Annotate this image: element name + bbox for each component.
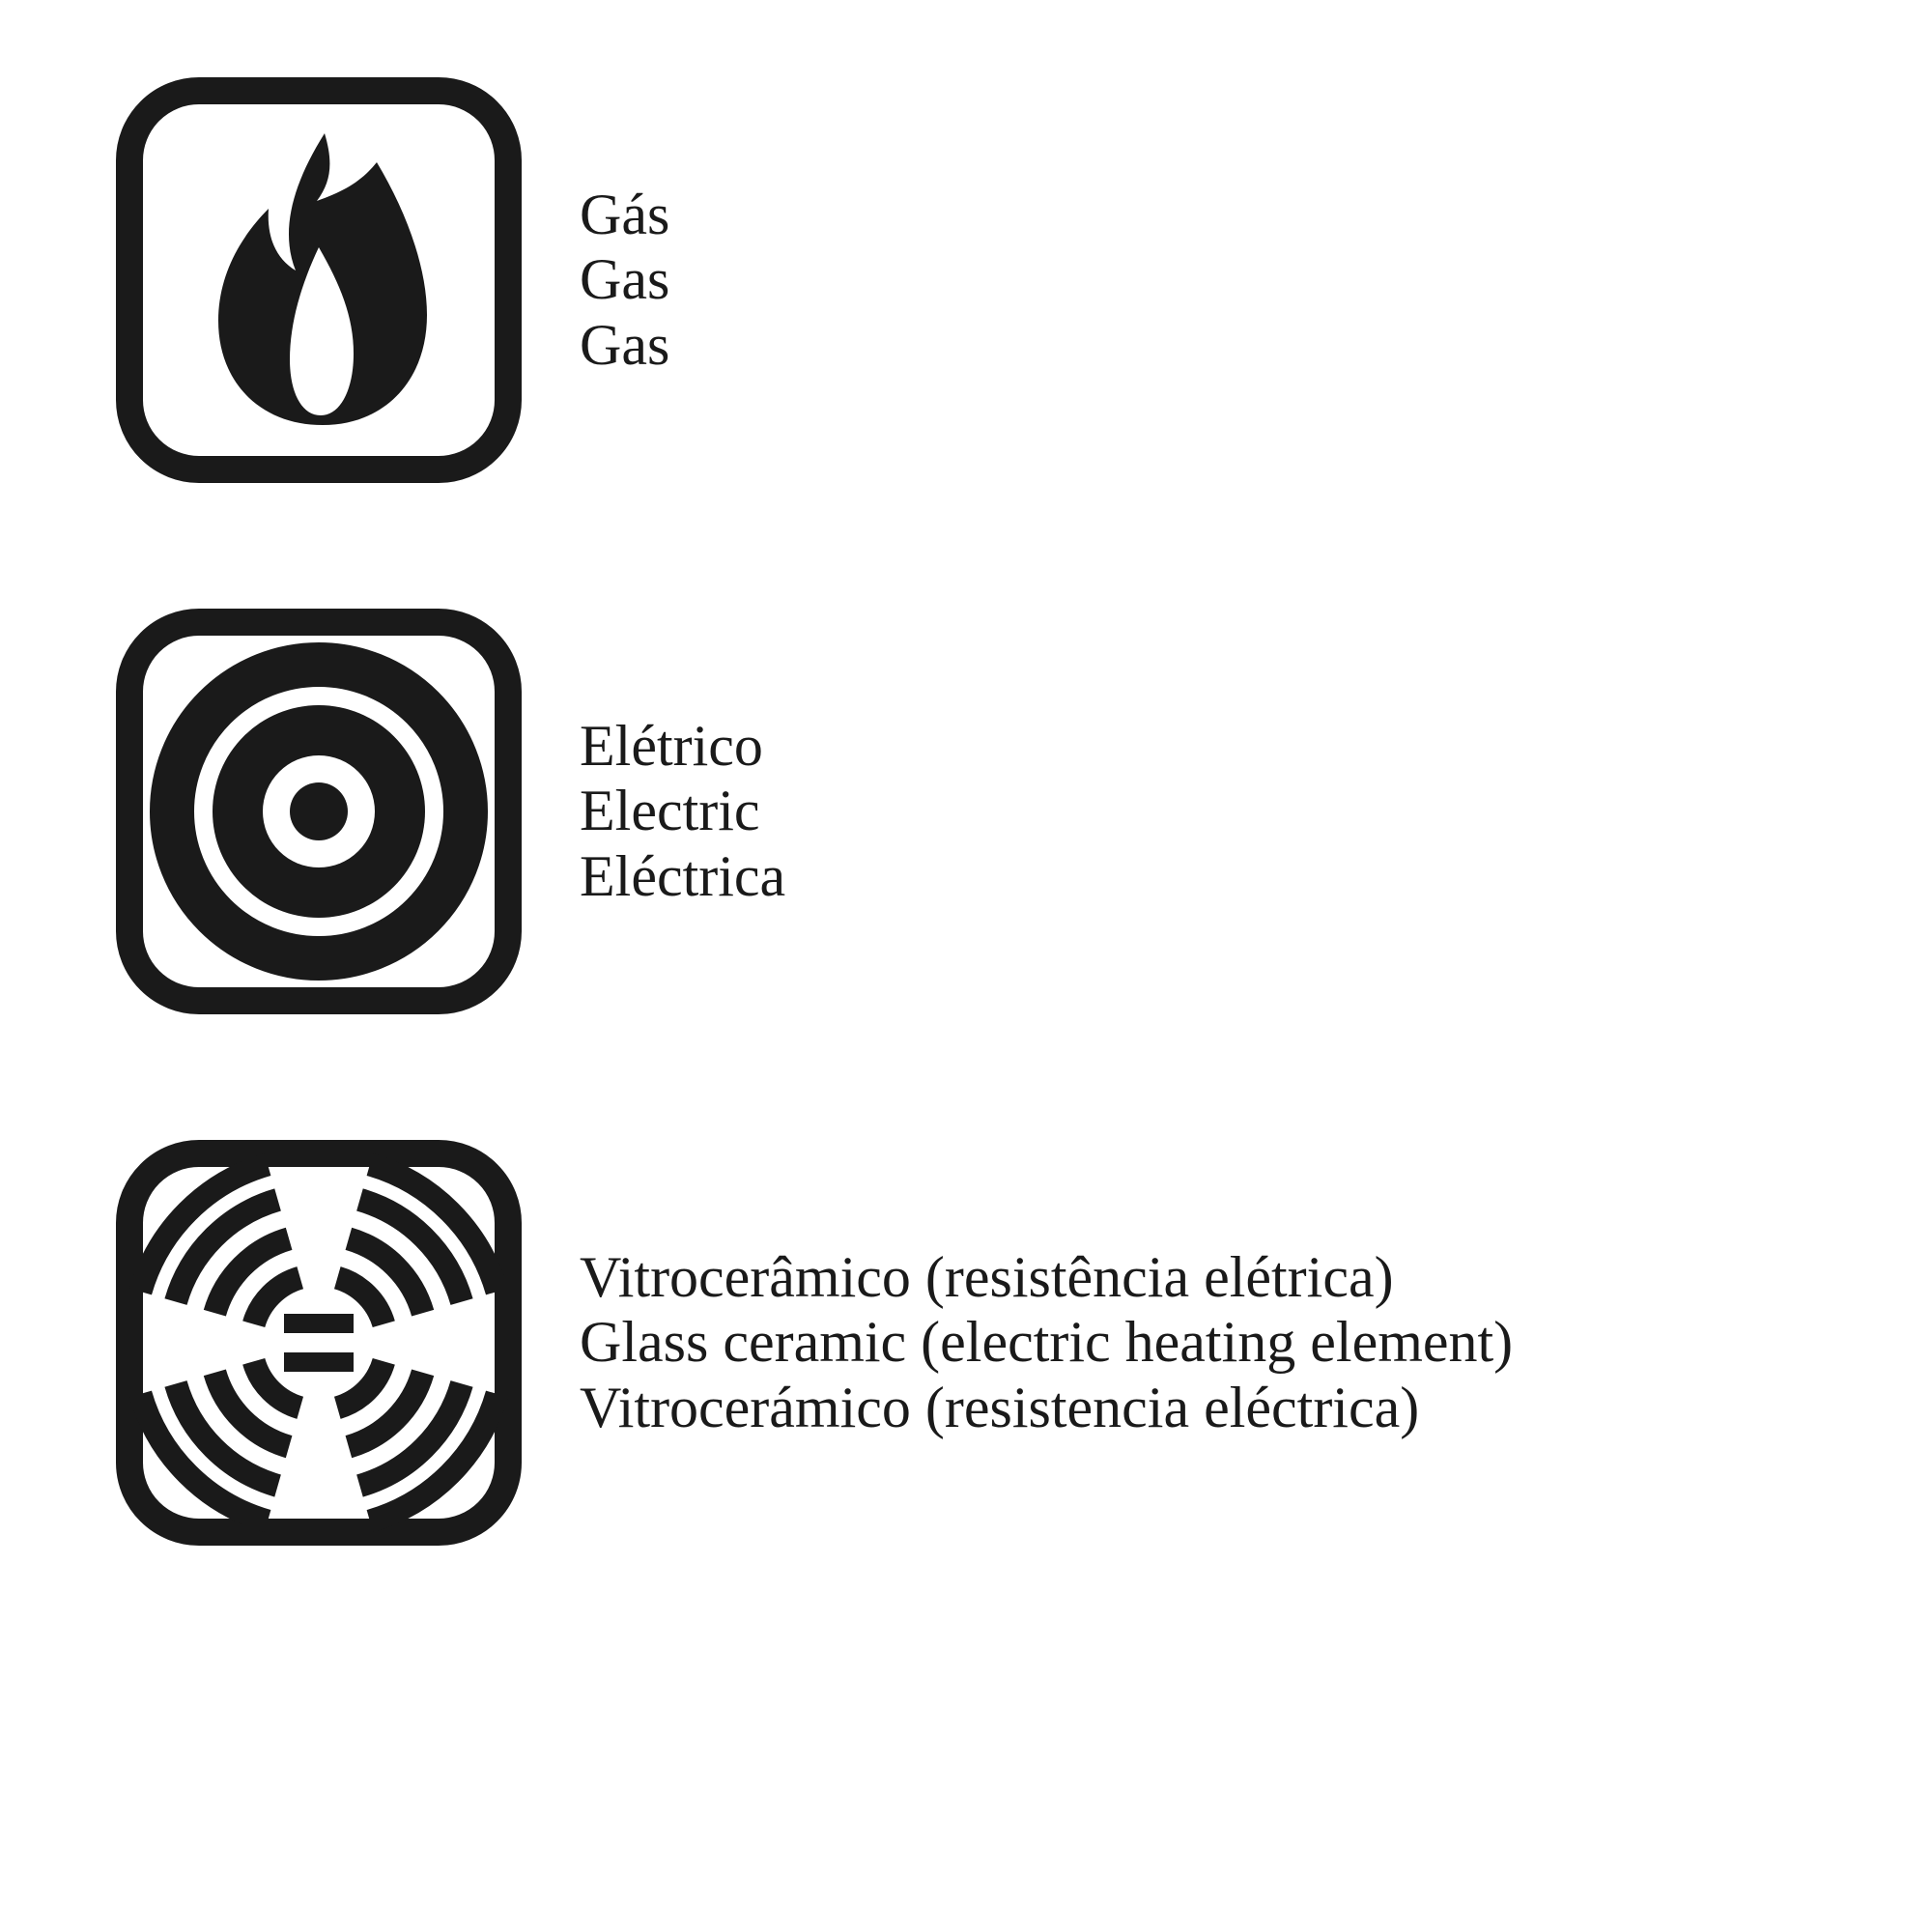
electric-tile [116, 609, 522, 1014]
gas-tile [116, 77, 522, 483]
electric-label-en: Electric [580, 779, 785, 843]
electric-label-es: Eléctrica [580, 844, 785, 909]
electric-coil-icon [116, 609, 522, 1014]
gas-labels: Gás Gas Gas [580, 183, 669, 378]
vitroceramic-label-pt: Vitrocerâmico (resistência elétrica) [580, 1245, 1513, 1310]
heat-source-legend: Gás Gas Gas Elétrico Electric Eléctrica [0, 0, 1932, 1546]
electric-labels: Elétrico Electric Eléctrica [580, 714, 785, 909]
legend-row-electric: Elétrico Electric Eléctrica [116, 609, 1874, 1014]
legend-row-gas: Gás Gas Gas [116, 77, 1874, 483]
vitroceramic-label-en: Glass ceramic (electric heating element) [580, 1310, 1513, 1375]
vitroceramic-tile [116, 1140, 522, 1546]
gas-label-es: Gas [580, 313, 669, 378]
flame-icon [116, 77, 522, 483]
electric-label-pt: Elétrico [580, 714, 785, 779]
vitroceramic-labels: Vitrocerâmico (resistência elétrica) Gla… [580, 1245, 1513, 1440]
legend-row-vitroceramic: Vitrocerâmico (resistência elétrica) Gla… [116, 1140, 1874, 1546]
vitroceramic-label-es: Vitrocerámico (resistencia eléctrica) [580, 1376, 1513, 1440]
gas-label-pt: Gás [580, 183, 669, 247]
glass-ceramic-icon [116, 1140, 522, 1546]
gas-label-en: Gas [580, 247, 669, 312]
